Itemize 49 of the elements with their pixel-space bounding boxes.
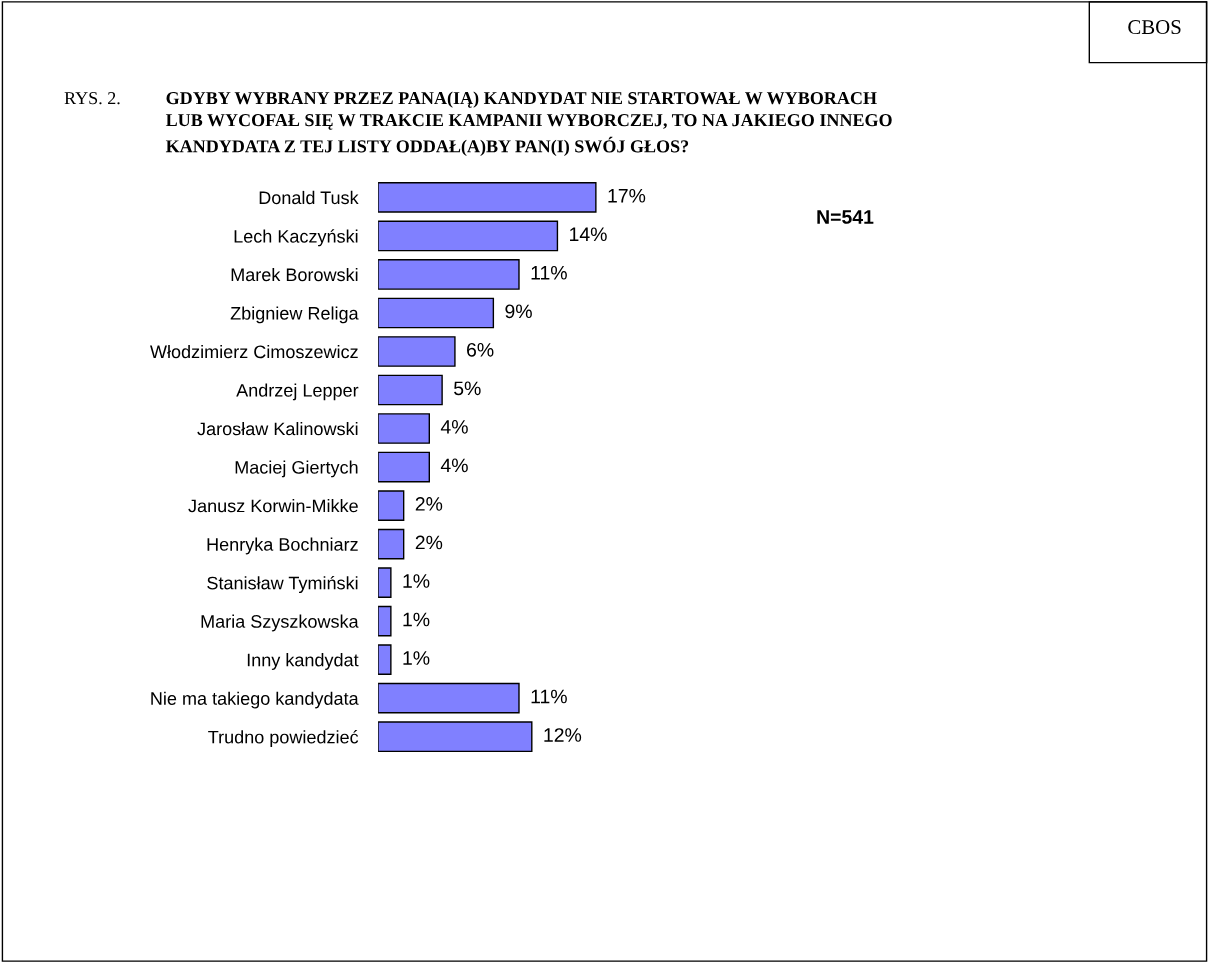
bar bbox=[378, 413, 430, 444]
data-label: 9% bbox=[505, 304, 532, 319]
data-label: 4% bbox=[440, 458, 468, 473]
bar bbox=[378, 567, 392, 598]
y-tick-label: Andrzej Lepper bbox=[236, 383, 359, 401]
y-tick-label: Trudno powiedzieć bbox=[208, 730, 359, 748]
text: CBOS bbox=[1128, 20, 1181, 35]
data-label: 5% bbox=[454, 381, 481, 396]
bar bbox=[378, 451, 430, 483]
y-tick-label: Stanisław Tymiński bbox=[207, 575, 358, 594]
y-tick-label: Inny kandydat bbox=[247, 653, 359, 670]
text: N=541 bbox=[817, 210, 874, 224]
y-tick-label: Zbigniew Religa bbox=[230, 306, 359, 324]
bar bbox=[378, 220, 559, 252]
data-label: 2% bbox=[415, 497, 443, 511]
bar bbox=[378, 605, 392, 637]
data-label: 1% bbox=[403, 574, 430, 588]
text: RYS. 2. bbox=[64, 92, 120, 105]
bar bbox=[378, 490, 405, 521]
chart-title: GDYBY WYBRANY PRZEZ PANA(IĄ) KANDYDAT NIE STARTOWAŁ W WYBORACH LUB WYCOFAŁ SIĘ W TRAKCIE KAMPANII WYBORCZEJ, TO NA JAKIEGO INNEGO KANDYDATA Z TEJ LISTY ODDAŁ(A)BY PAN(I) SWÓJ GŁOS? bbox=[165, 91, 892, 157]
y-tick-label: Henryka Bochniarz bbox=[207, 537, 358, 555]
data-label: 11% bbox=[531, 689, 567, 704]
data-label: 11% bbox=[531, 265, 567, 280]
y-tick-label: Maria Szyszkowska bbox=[201, 614, 359, 632]
y-tick-label: Lech Kaczyński bbox=[234, 229, 358, 247]
data-label: 12% bbox=[544, 728, 582, 742]
bar bbox=[378, 259, 520, 290]
y-tick-label: Nie ma takiego kandydata bbox=[151, 691, 359, 709]
y-tick-label: Maciej Giertych bbox=[235, 460, 358, 478]
y-tick-label: Jarosław Kalinowski bbox=[197, 421, 358, 436]
data-label: 1% bbox=[403, 612, 430, 627]
y-tick-label: Janusz Korwin-Mikke bbox=[188, 499, 358, 513]
y-tick-label: Marek Borowski bbox=[231, 267, 358, 282]
data-label: 17% bbox=[608, 188, 646, 203]
bar bbox=[378, 336, 456, 367]
bar bbox=[378, 682, 520, 714]
bar bbox=[378, 182, 597, 213]
bar bbox=[378, 644, 392, 675]
y-tick-label: Donald Tusk bbox=[259, 190, 359, 205]
bar bbox=[378, 374, 443, 406]
bar bbox=[378, 528, 405, 560]
bar bbox=[378, 297, 495, 329]
y-tick-label: Włodzimierz Cimoszewicz bbox=[150, 344, 358, 359]
data-label: 4% bbox=[440, 420, 468, 434]
bar bbox=[378, 721, 533, 753]
data-label: 14% bbox=[570, 227, 607, 242]
data-label: 2% bbox=[415, 535, 443, 550]
data-label: 6% bbox=[467, 342, 494, 357]
data-label: 1% bbox=[403, 651, 430, 665]
